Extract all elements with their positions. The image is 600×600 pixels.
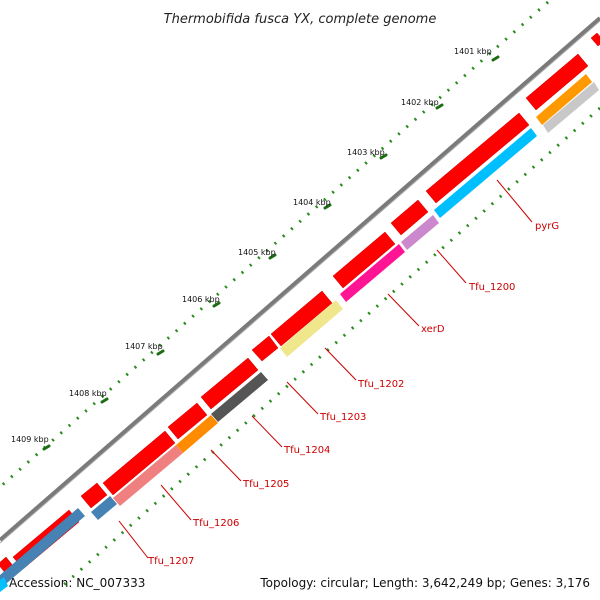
- leader-line: [251, 415, 283, 448]
- cds-reverse: [401, 215, 439, 250]
- leader-line: [160, 484, 192, 521]
- gene-label-tfu-1202[interactable]: Tfu_1202: [357, 379, 404, 390]
- leader-line: [286, 381, 319, 415]
- cds-reverse: [340, 244, 405, 302]
- tick-label: 1409 kbp: [11, 435, 49, 444]
- genome-backbone: [0, 16, 600, 542]
- gene-label-tfu-1204[interactable]: Tfu_1204: [283, 445, 330, 456]
- major-tick: [100, 397, 109, 404]
- cds-reverse: [543, 82, 599, 133]
- major-tick: [42, 444, 51, 451]
- cds-reverse: [0, 508, 85, 589]
- major-tick: [212, 301, 221, 308]
- cds-forward: [332, 231, 396, 289]
- leader-line: [387, 293, 420, 327]
- gene-label-tfu-1205[interactable]: Tfu_1205: [242, 479, 289, 490]
- major-tick: [156, 349, 165, 356]
- genome-summary-text: Topology: circular; Length: 3,642,249 bp…: [260, 576, 590, 590]
- cds-reverse: [0, 577, 8, 592]
- cds-reverse: [536, 74, 592, 125]
- cds-reverse: [113, 445, 183, 506]
- cds-forward: [590, 32, 600, 47]
- gene-label-tfu-1200[interactable]: Tfu_1200: [468, 282, 515, 293]
- tick-ring: [0, 0, 549, 489]
- major-tick: [491, 55, 500, 62]
- gene-label-xerd[interactable]: xerD: [421, 324, 445, 335]
- accession-text: Accession: NC_007333: [9, 576, 146, 590]
- cds-forward: [270, 290, 333, 347]
- gene-label-pyrG[interactable]: pyrG: [535, 221, 559, 232]
- genome-backbone-shade: [0, 20, 600, 544]
- cds-forward: [102, 430, 176, 496]
- tick-label: 1404 kbp: [293, 198, 331, 207]
- tick-label: 1403 kbp: [347, 148, 385, 157]
- cds-forward: [425, 112, 530, 204]
- gene-label-tfu-1207[interactable]: Tfu_1207: [147, 556, 194, 567]
- map-title: Thermobifida fusca YX, complete genome: [164, 12, 437, 27]
- leader-line: [496, 179, 533, 223]
- cds-reverse: [91, 496, 117, 520]
- tick-label: 1402 kbp: [401, 98, 439, 107]
- tick-label: 1408 kbp: [69, 389, 107, 398]
- cds-reverse: [211, 372, 268, 422]
- cds-forward: [251, 335, 279, 362]
- cds-forward: [167, 402, 208, 440]
- cds-forward: [200, 357, 259, 410]
- tick-label: 1407 kbp: [125, 342, 163, 351]
- leader-line: [436, 249, 467, 284]
- leader-line: [118, 520, 149, 559]
- tick-label: 1401 kbp: [454, 47, 492, 56]
- cds-forward: [390, 199, 429, 236]
- cds-forward: [525, 53, 589, 111]
- leader-line: [210, 449, 242, 482]
- gene-label-tfu-1203[interactable]: Tfu_1203: [319, 412, 366, 423]
- major-ticks: [42, 55, 500, 451]
- leader-line: [324, 347, 357, 381]
- label-leaders: [118, 179, 533, 559]
- major-tick: [323, 203, 332, 210]
- major-tick: [435, 103, 444, 110]
- cds-forward: [80, 482, 108, 509]
- cds-reverse: [434, 128, 537, 218]
- forward-cds-track: [0, 32, 600, 575]
- reverse-cds-track: [0, 74, 599, 592]
- tick-label: 1406 kbp: [182, 295, 220, 304]
- cds-reverse: [280, 300, 343, 357]
- gene-label-tfu-1206[interactable]: Tfu_1206: [192, 518, 239, 529]
- major-tick: [379, 153, 388, 160]
- cds-reverse: [176, 415, 218, 453]
- tick-label: 1405 kbp: [238, 248, 276, 257]
- major-tick: [268, 253, 277, 260]
